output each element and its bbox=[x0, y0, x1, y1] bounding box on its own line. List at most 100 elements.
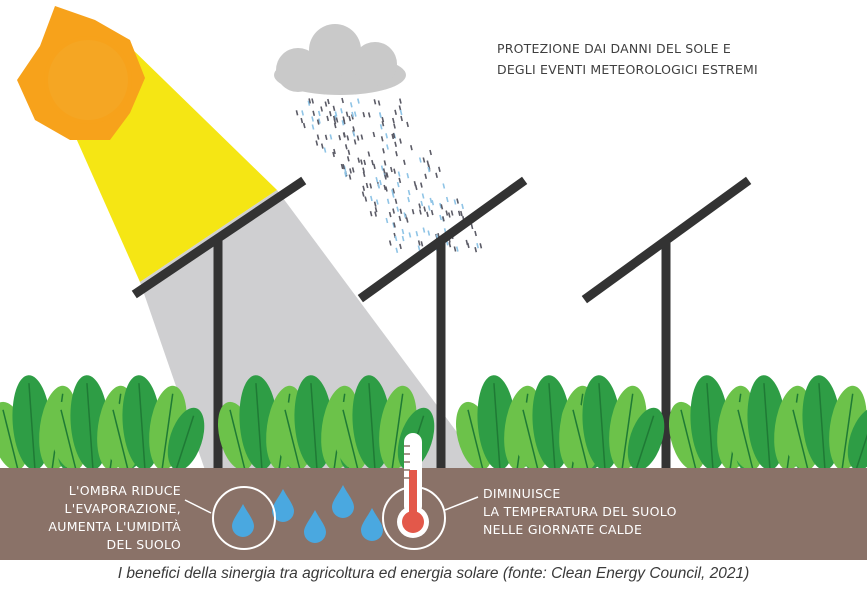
connector-line bbox=[444, 496, 479, 511]
raindrop bbox=[353, 139, 357, 145]
raindrop bbox=[396, 181, 400, 188]
raindrop bbox=[347, 149, 351, 155]
raindrop bbox=[386, 144, 389, 150]
raindrop bbox=[438, 166, 441, 172]
raindrop bbox=[363, 159, 367, 166]
raindrop bbox=[371, 159, 374, 166]
raindrop bbox=[392, 132, 396, 139]
cloud-icon bbox=[274, 24, 406, 95]
raindrop bbox=[373, 99, 377, 105]
raindrop bbox=[315, 140, 319, 146]
raindrop bbox=[340, 108, 343, 114]
raindrop bbox=[474, 230, 477, 237]
raindrop bbox=[417, 240, 421, 246]
solar-panel-icon bbox=[581, 176, 752, 470]
raindrop bbox=[327, 98, 330, 105]
raindrop bbox=[367, 151, 371, 157]
raindrop bbox=[442, 183, 446, 189]
raindrop bbox=[479, 243, 483, 249]
raindrop bbox=[457, 210, 461, 216]
raindrop bbox=[369, 211, 373, 217]
raindrop bbox=[307, 100, 311, 106]
raindrop bbox=[320, 106, 323, 112]
raindrop bbox=[364, 196, 368, 202]
raindrop bbox=[390, 166, 393, 173]
raindrop bbox=[334, 111, 338, 117]
raindrop bbox=[401, 228, 405, 235]
raindrop bbox=[300, 117, 304, 124]
soil bbox=[0, 468, 867, 560]
temperature-label: DIMINUISCE LA TEMPERATURA DEL SUOLO NELL… bbox=[483, 485, 677, 539]
raindrop bbox=[430, 209, 434, 216]
raindrop bbox=[394, 141, 397, 147]
raindrop bbox=[356, 135, 360, 141]
raindrop bbox=[410, 145, 413, 151]
raindrop bbox=[329, 134, 333, 140]
raindrop bbox=[311, 124, 315, 130]
thermometer-icon bbox=[397, 433, 429, 538]
raindrop bbox=[345, 111, 349, 117]
raindrop bbox=[408, 232, 412, 238]
raindrop bbox=[341, 97, 344, 104]
raindrop bbox=[453, 246, 457, 252]
raindrop bbox=[343, 132, 346, 138]
heading: PROTEZIONE DAI DANNI DEL SOLE E DEGLI EV… bbox=[497, 38, 837, 80]
raindrop bbox=[326, 115, 330, 122]
humidity-label-line: L'EVAPORAZIONE, bbox=[64, 501, 181, 516]
raindrop bbox=[295, 110, 299, 116]
raindrop bbox=[344, 144, 348, 150]
raindrop bbox=[379, 124, 383, 130]
raindrop bbox=[360, 159, 363, 165]
raindrop bbox=[453, 199, 457, 205]
raindrop bbox=[344, 170, 348, 176]
raindrop bbox=[383, 160, 387, 166]
raindrop bbox=[357, 157, 361, 163]
temperature-label-line: LA TEMPERATURA DEL SUOLO bbox=[483, 504, 677, 519]
raindrop bbox=[342, 119, 346, 125]
raindrop bbox=[399, 208, 403, 214]
raindrop bbox=[427, 230, 431, 236]
raindrop bbox=[420, 241, 424, 247]
raindrop bbox=[346, 156, 350, 162]
raindrop bbox=[429, 197, 433, 204]
raindrop bbox=[399, 109, 403, 116]
raindrop bbox=[424, 173, 428, 179]
raindrop bbox=[341, 120, 345, 126]
raindrop bbox=[333, 118, 337, 125]
raindrop bbox=[396, 206, 400, 212]
raindrop bbox=[427, 205, 431, 211]
raindrop bbox=[419, 209, 422, 215]
raindrop bbox=[388, 211, 392, 218]
raindrop bbox=[323, 147, 327, 153]
raindrop bbox=[374, 211, 377, 217]
raindrop bbox=[383, 184, 387, 191]
raindrop bbox=[340, 163, 344, 170]
raindrop bbox=[386, 198, 390, 204]
raindrop bbox=[379, 179, 382, 186]
raindrop bbox=[382, 168, 386, 174]
raindrop bbox=[360, 134, 364, 140]
raindrop bbox=[349, 168, 352, 174]
raindrop bbox=[426, 160, 430, 166]
raindrop bbox=[398, 105, 402, 111]
raindrop bbox=[324, 101, 328, 107]
water-drop-icon bbox=[232, 504, 254, 537]
raindrop bbox=[435, 172, 438, 178]
raindrop bbox=[352, 131, 356, 137]
raindrop bbox=[373, 163, 376, 170]
plant-icon bbox=[780, 375, 867, 471]
raindrop bbox=[362, 185, 366, 191]
raindrop bbox=[362, 112, 366, 118]
raindrop bbox=[399, 243, 402, 250]
raindrop bbox=[461, 203, 464, 210]
temperature-label-line: NELLE GIORNATE CALDE bbox=[483, 522, 643, 537]
raindrop bbox=[456, 198, 459, 204]
raindrop bbox=[394, 198, 398, 204]
raindrop bbox=[411, 209, 415, 215]
raindrop bbox=[382, 148, 385, 154]
raindrop bbox=[353, 111, 357, 117]
raindrop bbox=[395, 151, 398, 157]
solar-panel-icon bbox=[357, 176, 528, 470]
raindrop bbox=[349, 102, 353, 108]
raindrop bbox=[351, 167, 355, 173]
